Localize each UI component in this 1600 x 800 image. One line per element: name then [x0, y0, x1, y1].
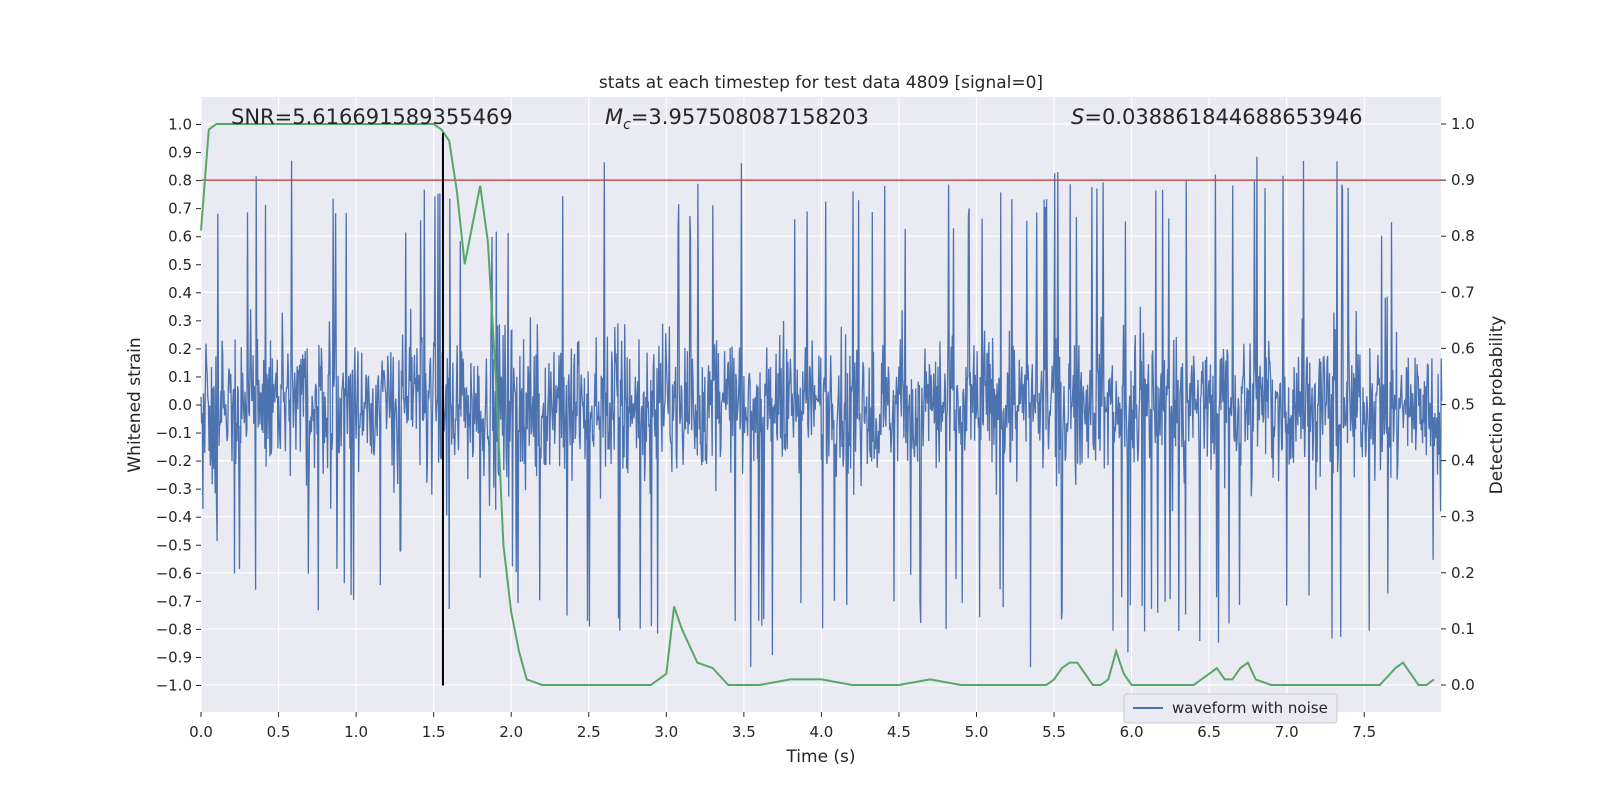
right-y-tick-label: 0.3: [1451, 508, 1475, 526]
left-y-tick-label: 0.1: [168, 368, 192, 386]
s-value: =0.038861844688653946: [1084, 105, 1362, 129]
chirp-mass-annotation: Mc=3.957508087158203: [605, 105, 869, 133]
right-y-tick-label: 0.9: [1451, 171, 1475, 189]
x-tick-label: 0.5: [267, 723, 291, 741]
left-y-tick-label: −0.9: [156, 648, 192, 666]
waveform-with-noise-series: [200, 156, 1443, 668]
right-y-axis-label: Detection probability: [1487, 316, 1507, 495]
left-y-tick-label: 0.0: [168, 396, 192, 414]
x-axis-label: Time (s): [785, 747, 855, 767]
x-tick-label: 5.0: [965, 723, 989, 741]
x-tick-label: 1.5: [422, 723, 446, 741]
right-y-tick-label: 0.8: [1451, 227, 1475, 245]
right-y-tick-label: 0.6: [1451, 339, 1475, 357]
left-y-tick-label: −0.3: [156, 480, 192, 498]
right-y-tick-label: 0.2: [1451, 564, 1475, 582]
left-y-tick-label: −0.4: [156, 508, 192, 526]
right-y-tick-label: 1.0: [1451, 115, 1475, 133]
right-y-tick-label: 0.5: [1451, 396, 1475, 414]
left-y-axis-label: Whitened strain: [125, 337, 145, 472]
left-y-tick-label: −0.6: [156, 564, 192, 582]
chirp-mass-symbol: M: [605, 105, 623, 129]
left-y-tick-label: 0.2: [168, 340, 192, 358]
detection-probability-line: [200, 123, 1435, 686]
x-tick-label: 7.0: [1275, 723, 1299, 741]
left-y-tick-label: 0.8: [168, 172, 192, 190]
right-y-tick-label: 0.4: [1451, 452, 1475, 470]
waveform-with-noise-line: [200, 156, 1443, 668]
left-y-tick-label: 0.6: [168, 228, 192, 246]
chart-title: stats at each timestep for test data 480…: [599, 73, 1043, 93]
x-tick-label: 3.0: [654, 723, 678, 741]
x-tick-label: 6.0: [1120, 723, 1144, 741]
left-y-tick-label: −0.5: [156, 536, 192, 554]
x-tick-label: 6.5: [1197, 723, 1221, 741]
s-symbol: S: [1071, 105, 1084, 129]
s-annotation: S=0.038861844688653946: [1071, 105, 1362, 129]
right-y-tick-label: 0.0: [1451, 676, 1475, 694]
x-axis-ticks: 0.0 0.5 1.0 1.5 2.0 2.5 3.0 3.5 4.0 4.5 5.0 5.5 6.0 6…: [189, 712, 1376, 741]
snr-annotation: SNR=5.616691589355469: [231, 105, 513, 129]
left-y-tick-label: −1.0: [156, 677, 192, 695]
left-y-tick-label: 0.3: [168, 312, 192, 330]
left-y-tick-label: −0.1: [156, 424, 192, 442]
right-y-tick-label: 0.7: [1451, 283, 1475, 301]
left-y-tick-label: −0.7: [156, 592, 192, 610]
left-y-tick-label: 1.0: [168, 116, 192, 134]
right-y-axis-ticks: 1.0 0.9 0.8 0.7 0.6 0.5 0.4 0.3 0.2 0.1 0.0: [1441, 115, 1475, 694]
left-y-tick-label: 0.9: [168, 144, 192, 162]
chirp-mass-value: =3.957508087158203: [631, 105, 869, 129]
right-y-tick-label: 0.1: [1451, 620, 1475, 638]
chirp-mass-subscript: c: [623, 117, 631, 133]
x-tick-label: 1.0: [344, 723, 368, 741]
x-tick-label: 4.0: [809, 723, 833, 741]
left-y-tick-label: −0.2: [156, 452, 192, 470]
x-tick-label: 2.0: [499, 723, 523, 741]
x-tick-label: 4.5: [887, 723, 911, 741]
legend-label: waveform with noise: [1172, 699, 1328, 717]
legend-box: [1123, 693, 1338, 724]
left-y-tick-label: −0.8: [156, 620, 192, 638]
x-tick-label: 0.0: [189, 723, 213, 741]
left-y-axis-ticks: 1.0 0.9 0.8 0.7 0.6 0.5 0.4 0.3 0.2 0.1 0.0 −0.1 −0.…: [156, 116, 201, 695]
x-tick-label: 5.5: [1042, 723, 1066, 741]
legend: waveform with noise: [1123, 693, 1338, 724]
left-y-tick-label: 0.5: [168, 256, 192, 274]
x-tick-label: 3.5: [732, 723, 756, 741]
detection-probability-series: [200, 123, 1435, 686]
x-tick-label: 2.5: [577, 723, 601, 741]
left-y-tick-label: 0.7: [168, 200, 192, 218]
x-tick-label: 7.5: [1352, 723, 1376, 741]
left-y-tick-label: 0.4: [168, 284, 192, 302]
